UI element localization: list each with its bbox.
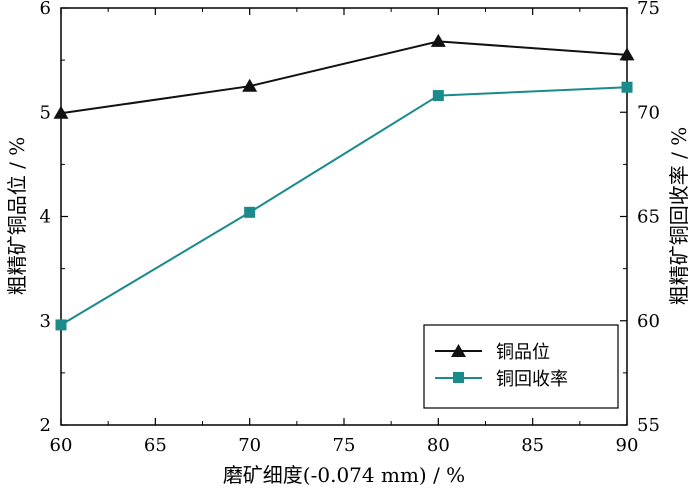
x-tick-label: 90 (616, 435, 639, 456)
data-point-triangle (619, 47, 635, 61)
y-right-tick-label: 60 (637, 311, 660, 332)
x-tick-label: 70 (238, 435, 261, 456)
series-line-0 (60, 40, 628, 115)
y-right-tick-label: 55 (637, 415, 660, 436)
y-right-tick-label: 75 (637, 0, 660, 19)
y-left-tick-label: 4 (40, 207, 51, 228)
y-right-tick-label: 65 (637, 207, 660, 228)
legend-label-grade: 铜品位 (496, 342, 550, 363)
legend-marker-recovery (453, 372, 464, 383)
data-point-triangle (430, 33, 446, 47)
x-tick-label: 60 (50, 435, 73, 456)
y-left-tick-label: 3 (40, 311, 51, 332)
y-left-tick-label: 5 (40, 102, 51, 123)
legend-marker-grade (451, 344, 466, 357)
series-lines (60, 40, 628, 326)
x-tick-label: 75 (333, 435, 356, 456)
data-point-triangle (53, 105, 69, 119)
y-left-axis-label: 粗精矿铜品位 / % (5, 137, 29, 295)
data-point-square (55, 319, 67, 331)
data-point-square (621, 81, 633, 93)
y-left-tick-label: 6 (40, 0, 51, 19)
y-left-tick-label: 2 (40, 415, 51, 436)
y-right-tick-label: 70 (637, 102, 660, 123)
series-line-1 (60, 86, 628, 326)
x-tick-label: 65 (144, 435, 167, 456)
data-point-square (432, 90, 444, 102)
x-axis-label: 磨矿细度(-0.074 mm) / % (223, 463, 465, 487)
data-point-square (244, 206, 256, 218)
legend-box (423, 324, 619, 409)
series-markers (53, 33, 635, 331)
x-tick-label: 85 (521, 435, 544, 456)
data-point-triangle (242, 78, 258, 92)
legend: 铜品位 铜回收率 (423, 324, 619, 409)
legend-label-recovery: 铜回收率 (496, 369, 568, 390)
y-right-axis-label: 粗精矿铜回收率 / % (667, 127, 691, 305)
axis-ticks: 60 65 70 75 80 85 90 2 3 4 5 6 55 60 65 70 75 (40, 0, 660, 456)
x-tick-label: 80 (427, 435, 450, 456)
